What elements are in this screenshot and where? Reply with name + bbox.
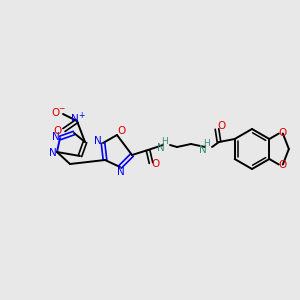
Text: O: O <box>279 128 287 137</box>
Text: N: N <box>117 167 125 177</box>
Text: O: O <box>52 108 60 118</box>
Text: O: O <box>279 160 287 170</box>
Text: N: N <box>52 132 60 142</box>
Text: +: + <box>78 112 84 121</box>
Text: N: N <box>94 136 102 146</box>
Text: O: O <box>217 121 225 131</box>
Text: N: N <box>157 143 165 153</box>
Text: H: H <box>160 136 167 146</box>
Text: N: N <box>49 148 57 158</box>
Text: O: O <box>152 159 160 169</box>
Text: N: N <box>71 114 79 124</box>
Text: H: H <box>202 139 209 148</box>
Text: O: O <box>53 126 61 136</box>
Text: N: N <box>199 145 207 155</box>
Text: O: O <box>117 126 125 136</box>
Text: −: − <box>58 104 64 113</box>
